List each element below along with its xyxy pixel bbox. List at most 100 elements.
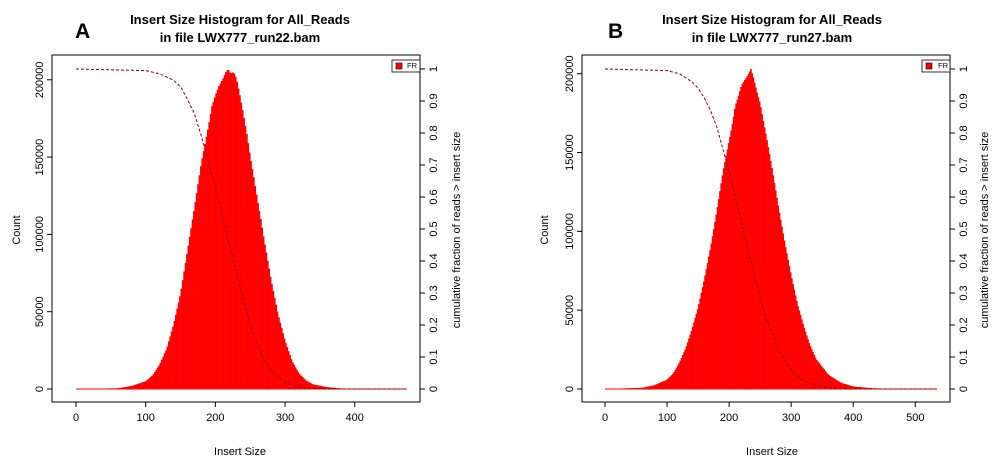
histogram-bar [223,75,226,390]
histogram-bar [865,387,868,389]
histogram-bar [808,342,811,389]
y-tick-label: 200000 [564,55,576,92]
histogram-bar [714,221,716,389]
histogram-bar [254,185,257,389]
histogram-bar [756,92,758,390]
histogram-bar [240,102,243,389]
histogram-bar [328,387,330,389]
histogram-bar [229,72,231,389]
histogram-bar [211,106,213,389]
x-tick-label: 200 [206,412,224,424]
histogram-bar [854,386,857,389]
y-axis-label: Count [539,215,551,244]
histogram-bar [794,295,797,389]
histogram-bar [751,73,753,389]
histogram-bar [644,387,647,389]
chart-subtitle: in file LWX777_run27.bam [692,30,852,45]
histogram-bar [329,387,332,389]
histogram-bar [645,386,648,389]
histogram-bar [142,381,145,389]
histogram-bar [643,387,646,389]
histogram-bar [781,226,783,389]
y2-tick-label: 0 [958,386,970,392]
histogram-bar [786,253,788,389]
histogram-bar [241,110,244,390]
histogram-bar [162,356,165,389]
histogram-bar [133,385,135,389]
histogram-bar [280,327,283,389]
histogram-bar [845,384,848,389]
histogram-bar [787,259,789,389]
y2-tick-label: 0.2 [958,317,970,332]
histogram-bar [140,382,142,389]
histogram-bar [680,357,683,389]
histogram-bar [262,236,265,389]
y2-tick-label: 0.4 [958,253,970,268]
histogram-bar [727,143,730,389]
histogram-bar [244,125,247,389]
histogram-bar [688,338,690,389]
histogram-bar [271,284,273,389]
histogram-bar [750,69,752,389]
histogram-bar [300,375,303,389]
histogram-bar [317,385,319,389]
histogram-bar [701,287,704,389]
histogram-bar [799,314,802,389]
histogram-bar [326,387,329,389]
histogram-bar [812,351,814,389]
histogram-bar [155,369,158,389]
histogram-bar [796,301,798,389]
histogram-bar [275,304,277,389]
histogram-bar [272,290,275,389]
histogram-bar [268,268,271,389]
histogram-bar [710,243,713,389]
x-tick-label: 300 [276,412,294,424]
histogram-bar [130,386,133,389]
histogram-bar [324,386,326,389]
histogram-bar [283,338,286,389]
histogram-bar [293,364,296,389]
histogram-bar [124,386,127,389]
histogram-bar [304,379,307,389]
y-tick-label: 50000 [564,295,576,326]
histogram-bar [147,379,149,389]
histogram-bar [770,161,772,389]
histogram-bar [715,214,717,389]
histogram-bar [844,384,847,389]
histogram-bar [819,364,822,389]
histogram-bar [855,386,858,389]
y-tick-label: 100000 [564,213,576,250]
histogram-bar [194,202,197,389]
y2-axis-label: cumulative fraction of reads > insert si… [979,132,991,329]
histogram-bar [318,385,321,389]
histogram-bar [655,384,658,389]
histogram-bar [290,359,293,389]
histogram-bar [653,385,655,389]
histogram-bar [722,168,725,389]
y2-tick-label: 0.8 [428,125,440,140]
histogram-bar [788,266,791,389]
y2-tick-label: 0.1 [958,349,970,364]
histogram-bar [239,95,241,389]
histogram-bar [699,298,701,389]
histogram-bar [791,278,793,389]
histogram-bar [652,385,654,389]
y-tick-label: 0 [34,386,46,392]
histogram-bar [276,311,279,389]
x-axis-label: Insert Size [214,446,266,458]
y2-tick-label: 1 [428,66,440,72]
histogram-bar [753,82,756,389]
histogram-bar [811,349,813,389]
histogram-bar [675,367,678,389]
histogram-bar [814,357,817,389]
histogram-bar [721,175,724,389]
histogram-bar [746,76,749,389]
histogram-bar [156,367,159,389]
histogram-bar [659,382,662,389]
histogram-bar [296,369,298,389]
histogram-bar [833,378,835,389]
histogram-bar [335,387,337,389]
histogram-bar [161,359,163,389]
histogram-bar [789,272,792,389]
histogram-bar [761,114,763,389]
